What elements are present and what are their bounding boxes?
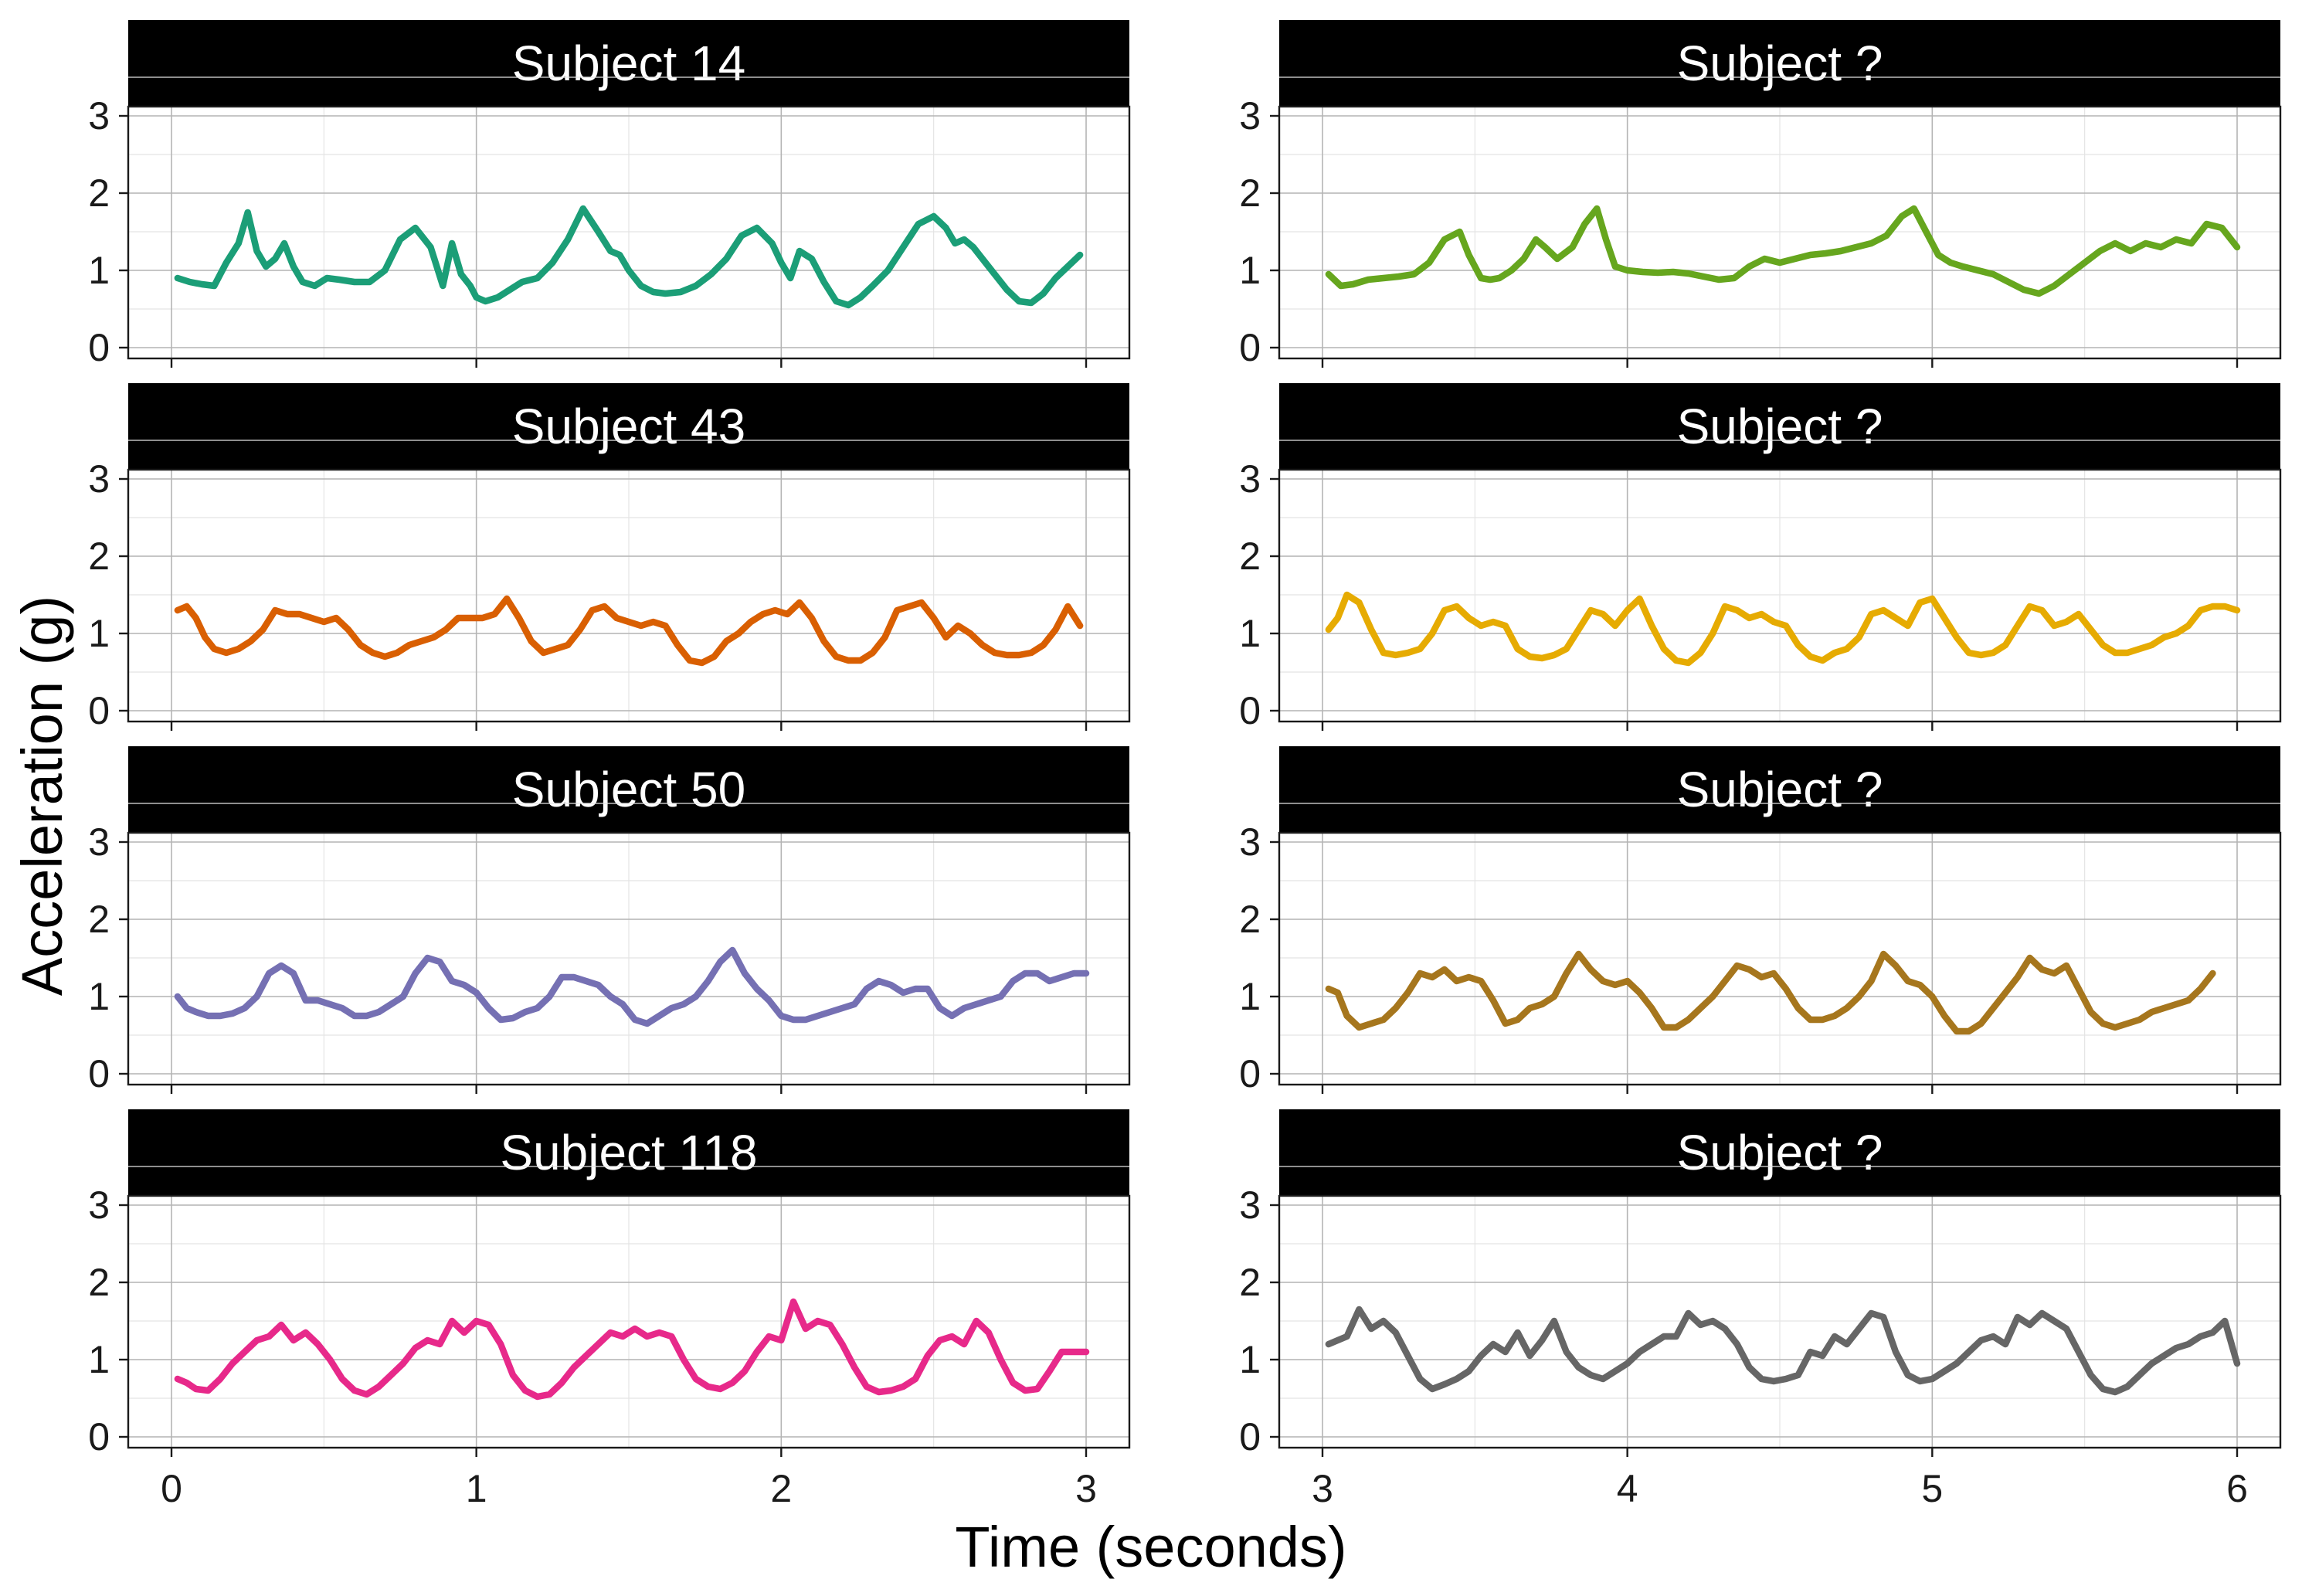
- y-tick-label: 2: [88, 171, 110, 215]
- y-tick-label: 2: [88, 1261, 110, 1304]
- x-axis-title: Time (seconds): [955, 1515, 1346, 1579]
- panel-title: Subject ?: [1677, 399, 1883, 454]
- series-line: [174, 946, 1090, 1027]
- panel-border: [127, 468, 1131, 723]
- y-tick-label: 3: [1239, 820, 1261, 864]
- y-tick-label: 1: [1239, 612, 1261, 655]
- y-tick-label: 2: [1239, 535, 1261, 578]
- panel-border: [1278, 105, 2282, 360]
- panel-strip: [1279, 20, 2280, 107]
- y-tick-label: 1: [88, 612, 110, 655]
- y-tick-label: 3: [88, 1183, 110, 1227]
- x-tick-label: 4: [1617, 1467, 1638, 1510]
- panel-title: Subject ?: [1677, 1125, 1883, 1180]
- y-tick-label: 1: [88, 975, 110, 1018]
- panel-border: [127, 831, 1131, 1086]
- panel-8: Subject ? 0 1 2 3: [1239, 1109, 2282, 1458]
- y-tick-label: 2: [88, 898, 110, 941]
- panel-strip: [128, 383, 1129, 470]
- y-tick-label: 0: [88, 689, 110, 732]
- y-tick-label: 1: [1239, 1338, 1261, 1381]
- y-tick-label: 0: [88, 326, 110, 369]
- y-tick-label: 3: [88, 457, 110, 501]
- y-tick-label: 0: [1239, 689, 1261, 732]
- panel-title: Subject ?: [1677, 762, 1883, 817]
- panel-3: Subject 43 0 1 2 3: [88, 383, 1131, 732]
- panel-border: [1278, 1194, 2282, 1449]
- y-tick-label: 0: [1239, 1415, 1261, 1458]
- panel-title: Subject 14: [512, 36, 745, 91]
- y-tick-label: 1: [1239, 975, 1261, 1018]
- series-line: [174, 1298, 1090, 1401]
- y-tick-label: 2: [1239, 898, 1261, 941]
- y-tick-label: 3: [1239, 1183, 1261, 1227]
- x-tick-label: 6: [2226, 1467, 2248, 1510]
- series-line: [174, 595, 1084, 667]
- y-tick-label: 0: [88, 1052, 110, 1095]
- panel-strip: [128, 746, 1129, 833]
- y-tick-label: 3: [88, 94, 110, 138]
- panel-strip: [128, 1109, 1129, 1196]
- panel-1: Subject 14 0 1 2 3: [88, 20, 1131, 369]
- panel-strip: [1279, 383, 2280, 470]
- y-tick-label: 0: [88, 1415, 110, 1458]
- series-line: [1325, 1306, 2241, 1396]
- series-line: [1325, 950, 2216, 1035]
- panel-5: Subject 50 0 1 2 3: [88, 746, 1131, 1095]
- y-tick-label: 1: [88, 1338, 110, 1381]
- series-line: [1325, 205, 2241, 297]
- y-tick-label: 0: [1239, 1052, 1261, 1095]
- y-tick-label: 3: [88, 820, 110, 864]
- panel-4: Subject ? 0 1 2 3: [1239, 383, 2282, 732]
- panel-border: [127, 105, 1131, 360]
- panel-border: [1278, 468, 2282, 723]
- panel-7: Subject 118 0 1 2 3: [88, 1109, 1131, 1458]
- y-tick-label: 3: [1239, 457, 1261, 501]
- panel-strip: [1279, 746, 2280, 833]
- y-tick-label: 2: [88, 535, 110, 578]
- panels-layer: Subject 14 0 1 2 3 Subject ? 0 1 2 3 Subject 43 0 1 2…: [88, 20, 2282, 1458]
- y-tick-label: 3: [1239, 94, 1261, 138]
- panel-title: Subject 50: [512, 762, 745, 817]
- series-line: [174, 205, 1084, 309]
- panel-strip: [128, 20, 1129, 107]
- x-tick-label: 0: [161, 1467, 182, 1510]
- panel-strip: [1279, 1109, 2280, 1196]
- y-tick-label: 1: [1239, 249, 1261, 292]
- y-axis-title: Acceleration (g): [10, 596, 74, 996]
- panel-2: Subject ? 0 1 2 3: [1239, 20, 2282, 369]
- y-tick-label: 2: [1239, 1261, 1261, 1304]
- y-tick-label: 1: [88, 249, 110, 292]
- axes-layer: 0 1 2 3 3 4 5 6: [161, 1467, 2248, 1510]
- series-line: [1325, 591, 2241, 667]
- panel-border: [127, 1194, 1131, 1449]
- panel-border: [1278, 831, 2282, 1086]
- y-tick-label: 0: [1239, 326, 1261, 369]
- x-tick-label: 1: [466, 1467, 487, 1510]
- x-tick-label: 2: [770, 1467, 792, 1510]
- x-tick-label: 5: [1921, 1467, 1943, 1510]
- panel-6: Subject ? 0 1 2 3: [1239, 746, 2282, 1095]
- y-tick-label: 2: [1239, 171, 1261, 215]
- x-tick-label: 3: [1312, 1467, 1333, 1510]
- panel-title: Subject 43: [512, 399, 745, 454]
- panel-title: Subject ?: [1677, 36, 1883, 91]
- x-tick-label: 3: [1075, 1467, 1097, 1510]
- panel-title: Subject 118: [500, 1125, 757, 1180]
